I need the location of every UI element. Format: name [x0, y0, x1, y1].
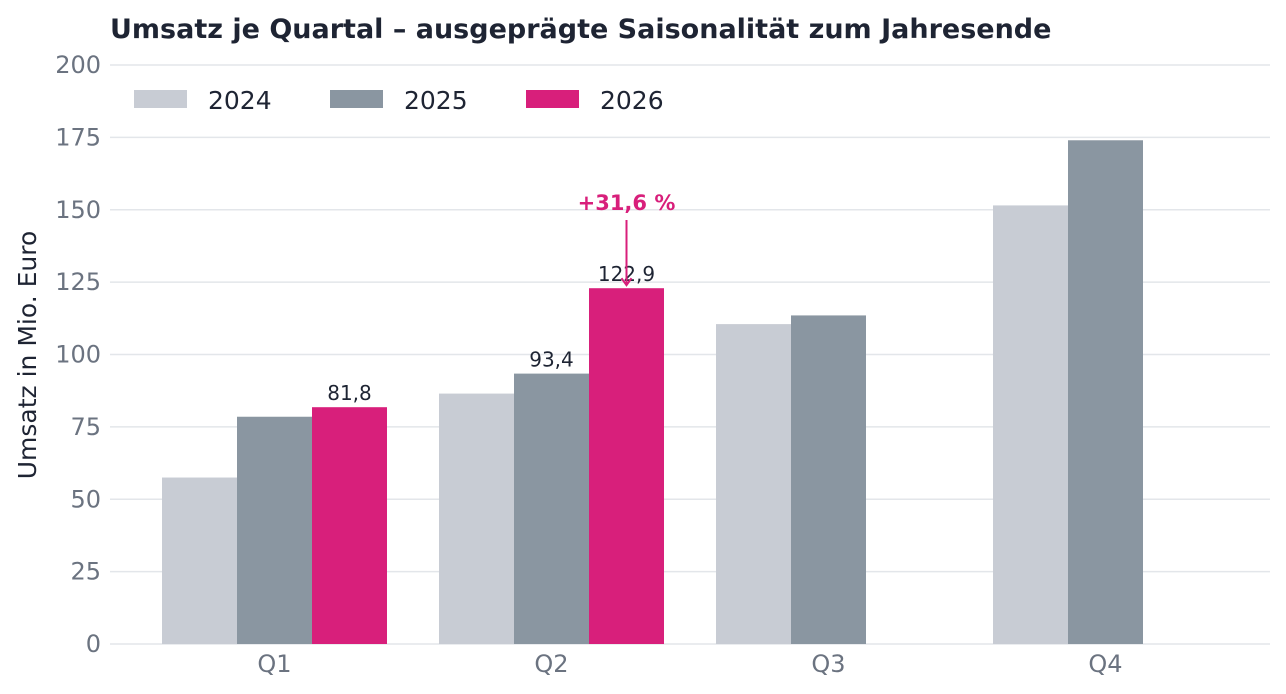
y-axis-ticks: 0 25 50 75 100 125 150 175 200 — [55, 51, 101, 658]
legend: 2024 2025 2026 — [134, 86, 664, 115]
legend-swatch-2026 — [526, 90, 579, 108]
bar-2024-Q3 — [716, 324, 791, 644]
bar-2025-Q2 — [514, 373, 589, 644]
x-axis-ticks: Q1 Q2 Q3 Q4 — [257, 650, 1122, 678]
y-tick-label: 75 — [70, 413, 101, 441]
y-axis-label: Umsatz in Mio. Euro — [13, 231, 42, 480]
annotation-arrowhead — [620, 277, 633, 287]
x-tick-label: Q4 — [1088, 650, 1122, 678]
y-tick-label: 125 — [55, 268, 101, 296]
bar-2024-Q2 — [439, 393, 514, 644]
legend-label: 2026 — [600, 86, 664, 115]
bar-2025-Q1 — [237, 416, 312, 644]
bar-2025-Q4 — [1068, 140, 1143, 644]
y-tick-label: 0 — [86, 630, 101, 658]
y-tick-label: 175 — [55, 123, 101, 151]
y-tick-label: 100 — [55, 341, 101, 369]
legend-swatch-2025 — [330, 90, 383, 108]
legend-swatch-2024 — [134, 90, 187, 108]
bar-2024-Q4 — [993, 205, 1068, 644]
x-tick-label: Q3 — [811, 650, 845, 678]
y-tick-label: 25 — [70, 558, 101, 586]
x-tick-label: Q2 — [534, 650, 568, 678]
data-label: 81,8 — [327, 381, 372, 405]
annotations: +31,6 % — [578, 191, 676, 287]
y-tick-label: 150 — [55, 196, 101, 224]
y-tick-label: 200 — [55, 51, 101, 79]
bar-2024-Q1 — [162, 477, 237, 644]
bar-2026-Q2 — [589, 288, 664, 644]
data-label: 93,4 — [529, 348, 574, 372]
y-tick-label: 50 — [70, 485, 101, 513]
chart-title: Umsatz je Quartal – ausgeprägte Saisonal… — [110, 14, 1051, 45]
x-tick-label: Q1 — [257, 650, 291, 678]
bar-2025-Q3 — [791, 315, 866, 644]
annotation-label: +31,6 % — [578, 191, 676, 215]
legend-label: 2024 — [208, 86, 272, 115]
bars — [162, 140, 1143, 644]
legend-label: 2025 — [404, 86, 468, 115]
bar-2026-Q1 — [312, 407, 387, 644]
